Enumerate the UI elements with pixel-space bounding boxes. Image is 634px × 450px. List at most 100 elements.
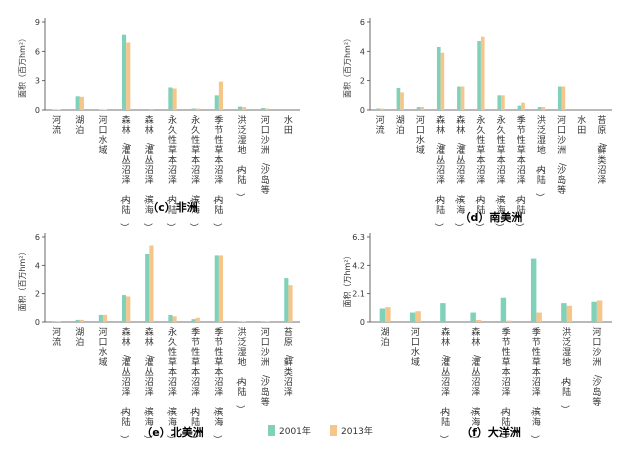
- bar-2001: [261, 108, 266, 110]
- category-label: 水田: [577, 114, 586, 136]
- category-label: 永久性草本沼泽（滨海）: [188, 114, 200, 232]
- bar-2001: [376, 108, 381, 110]
- bar-2001: [121, 295, 127, 322]
- category-label: 河流: [52, 114, 61, 136]
- category-label: 苔原/藓类沼泽: [284, 326, 294, 398]
- bar-2013: [380, 108, 384, 110]
- category-label: 永久性草本沼泽（滨海）: [494, 114, 506, 232]
- category-label: 水田: [284, 114, 293, 136]
- bar-2001: [145, 254, 150, 322]
- y-tick-label: 0: [35, 318, 40, 327]
- category-label: 河口水域: [98, 114, 107, 156]
- bar-2001: [379, 308, 386, 322]
- category-label: 河口沙洲/沙岛等: [261, 326, 271, 408]
- category-label: 河流: [376, 114, 385, 136]
- category-label: 河口水域: [411, 326, 420, 368]
- bar-2001: [214, 95, 219, 110]
- legend-swatch: [330, 425, 337, 436]
- category-label: 河口水域: [98, 326, 107, 368]
- bar-2001: [537, 107, 542, 110]
- bar-2013: [596, 300, 603, 322]
- bar-2013: [195, 108, 200, 110]
- bar-2001: [214, 255, 219, 322]
- bar-2013: [501, 95, 505, 110]
- category-label: 洪泛湿地（内陆）: [235, 326, 247, 414]
- category-label: 湖泊: [75, 327, 84, 348]
- legend: 2001年 2013年: [268, 425, 373, 437]
- y-tick-label: 2: [35, 290, 40, 299]
- y-tick-label: 2: [360, 77, 365, 86]
- category-label: 河口沙洲/沙岛等: [261, 114, 271, 196]
- bar-2013: [475, 319, 482, 322]
- bar-2013: [56, 321, 61, 322]
- y-tick-label: 4: [360, 47, 365, 56]
- bar-2013: [126, 42, 131, 110]
- category-label: 永久性草本沼泽（滨海）: [165, 326, 177, 444]
- y-axis-label: 面积（百万hm²）: [342, 34, 352, 98]
- legend-label: 2001年: [279, 425, 311, 437]
- y-tick-label: 4: [35, 261, 40, 270]
- bar-2013: [566, 305, 573, 322]
- bar-2001: [557, 86, 562, 110]
- bar-2001: [191, 319, 196, 322]
- bar-2001: [561, 303, 567, 322]
- bar-2001: [497, 95, 502, 110]
- category-label: 季节性草本沼泽（内陆）: [514, 114, 526, 232]
- bar-2001: [237, 321, 243, 322]
- bar-2001: [517, 105, 522, 110]
- bar-2001: [396, 88, 401, 110]
- legend-swatch: [268, 425, 275, 436]
- bar-2001: [477, 41, 481, 110]
- chart-panel-3: 0 2.1 4.2 6.3面积（万hm²） 湖泊 河口水域 森林/灌丛沼泽（内陆） 森林/灌丛…: [342, 233, 612, 444]
- category-label: 河流: [52, 326, 61, 348]
- category-label: 永久性草本沼泽（内陆）: [165, 114, 177, 232]
- category-label: 河口沙洲/沙岛等: [557, 114, 567, 196]
- bar-2001: [500, 297, 507, 322]
- y-tick-label: 3: [35, 77, 40, 86]
- category-label: 季节性草本沼泽（内陆）: [499, 326, 511, 444]
- y-axis-label: 面积（百万hm²）: [17, 247, 27, 311]
- y-tick-label: 9: [35, 18, 40, 27]
- y-tick-label: 6: [35, 233, 40, 242]
- category-label: 季节性草本沼泽（内陆）: [188, 326, 200, 444]
- category-label: 湖泊: [75, 115, 84, 136]
- bar-2013: [149, 109, 154, 110]
- bar-2001: [409, 312, 416, 322]
- bar-2001: [75, 96, 80, 110]
- bar-2013: [440, 52, 445, 110]
- bar-2013: [172, 316, 177, 322]
- y-tick-label: 0: [360, 318, 365, 327]
- y-tick-label: 0: [360, 106, 365, 115]
- bar-2013: [561, 86, 566, 110]
- bar-2001: [436, 46, 441, 110]
- bar-2013: [172, 88, 177, 110]
- bar-2013: [218, 81, 224, 110]
- bar-2001: [237, 106, 243, 110]
- bar-2013: [400, 92, 404, 110]
- bar-2013: [242, 321, 247, 322]
- bar-2013: [218, 255, 224, 322]
- category-label: 湖泊: [381, 327, 390, 348]
- y-tick-label: 6: [360, 18, 365, 27]
- y-tick-label: 4.2: [352, 261, 365, 270]
- bar-2013: [385, 307, 391, 322]
- y-tick-label: 6.3: [352, 233, 365, 242]
- category-label: 洪泛湿地（内陆）: [235, 114, 247, 202]
- bar-2013: [420, 107, 425, 110]
- category-label: 洪泛湿地（内陆）: [534, 114, 546, 202]
- category-label: 森林/灌丛沼泽（滨海）: [142, 326, 155, 444]
- bar-2001: [261, 321, 266, 322]
- bar-2013: [265, 108, 270, 110]
- bar-2013: [149, 245, 154, 322]
- y-tick-label: 2.1: [352, 290, 365, 299]
- bar-2001: [470, 312, 476, 322]
- bar-2001: [75, 319, 80, 322]
- bar-2013: [126, 296, 131, 322]
- bar-2013: [242, 107, 247, 110]
- category-label: 季节性草本沼泽（滨海）: [529, 326, 541, 444]
- bar-2001: [121, 34, 127, 110]
